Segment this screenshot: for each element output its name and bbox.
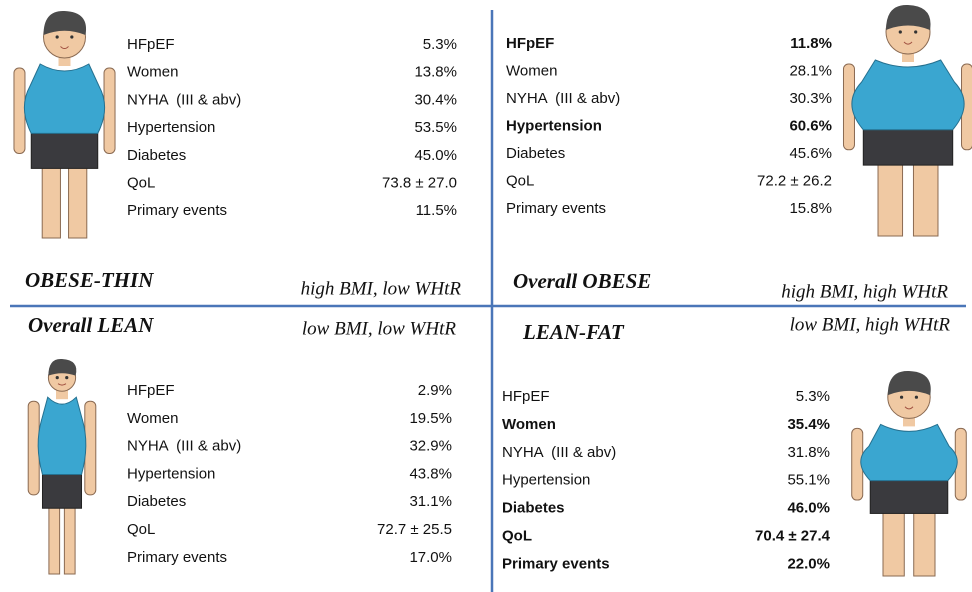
row-value: 73.8 ± 27.0 <box>382 174 457 191</box>
eye <box>55 35 59 39</box>
person-illustration <box>13 10 116 239</box>
quadrant-subtitle: low BMI, high WHtR <box>790 314 951 335</box>
row-value: 45.6% <box>789 145 832 162</box>
mouth <box>60 46 69 50</box>
row-label: Women <box>127 64 178 81</box>
row-label: Women <box>502 416 556 433</box>
row-value: 5.3% <box>423 36 457 53</box>
tank-top <box>23 63 106 134</box>
hair <box>887 370 931 396</box>
arm <box>27 400 40 496</box>
row-label: Women <box>506 62 557 79</box>
person-illustration <box>851 370 967 577</box>
row-value: 45.0% <box>414 147 457 164</box>
row-label: Hypertension <box>127 465 215 482</box>
row-label: QoL <box>127 521 155 538</box>
row-label: Diabetes <box>506 145 565 162</box>
row-label: Diabetes <box>127 147 186 164</box>
row-value: 31.8% <box>787 444 830 461</box>
row-value: 30.4% <box>414 91 457 108</box>
eye <box>70 35 74 39</box>
row-value: 60.6% <box>789 117 832 134</box>
row-label: Primary events <box>127 549 227 566</box>
shorts <box>41 471 83 509</box>
row-value: 28.1% <box>789 62 832 79</box>
row-value: 72.7 ± 25.5 <box>377 521 452 538</box>
row-value: 13.8% <box>414 64 457 81</box>
row-label: NYHA (III & abv) <box>127 91 241 108</box>
hair <box>886 4 931 30</box>
row-value: 22.0% <box>787 555 830 572</box>
row-label: NYHA (III & abv) <box>506 90 620 107</box>
row-value: 17.0% <box>409 549 452 566</box>
eye <box>899 395 904 399</box>
row-value: 11.5% <box>416 202 457 219</box>
row-value: 46.0% <box>787 500 830 517</box>
quadrant-subtitle: low BMI, low WHtR <box>302 318 456 339</box>
shorts <box>30 130 99 169</box>
eye <box>65 376 69 380</box>
row-label: QoL <box>506 172 534 189</box>
quadrant-title: Overall LEAN <box>28 313 154 337</box>
quadrant-title: LEAN-FAT <box>522 320 625 344</box>
row-value: 32.9% <box>409 438 452 455</box>
row-value: 31.1% <box>409 493 452 510</box>
shorts <box>862 127 954 166</box>
row-value: 5.3% <box>796 388 830 405</box>
row-label: Hypertension <box>127 119 215 136</box>
row-label: Diabetes <box>127 493 186 510</box>
row-label: NYHA (III & abv) <box>127 438 241 455</box>
row-value: 43.8% <box>409 465 452 482</box>
row-value: 11.8% <box>790 35 832 52</box>
quadrant-title: Overall OBESE <box>513 269 651 293</box>
row-label: QoL <box>127 174 155 191</box>
row-label: Diabetes <box>502 500 565 517</box>
mouth <box>57 383 67 386</box>
row-label: Hypertension <box>506 117 602 134</box>
row-label: HFpEF <box>127 36 175 53</box>
eye <box>898 30 902 34</box>
row-value: 70.4 ± 27.4 <box>755 527 831 544</box>
eye <box>914 395 919 399</box>
row-label: Primary events <box>502 555 610 572</box>
hair <box>43 10 87 35</box>
arm <box>13 67 26 154</box>
quadrant-subtitle: high BMI, high WHtR <box>781 281 948 302</box>
tank-top <box>860 423 958 482</box>
row-label: HFpEF <box>502 388 550 405</box>
quadrant-title: OBESE-THIN <box>25 268 154 292</box>
row-label: Women <box>127 410 178 427</box>
person-illustration <box>842 4 972 237</box>
eye <box>914 30 918 34</box>
row-label: Primary events <box>127 202 227 219</box>
row-label: NYHA (III & abv) <box>502 444 616 461</box>
row-value: 55.1% <box>787 472 830 489</box>
row-label: Primary events <box>506 200 606 217</box>
shorts <box>869 478 949 514</box>
row-value: 2.9% <box>418 382 452 399</box>
arm <box>103 67 116 154</box>
row-label: HFpEF <box>127 382 175 399</box>
row-value: 72.2 ± 26.2 <box>757 172 832 189</box>
mouth <box>904 406 914 410</box>
row-value: 30.3% <box>789 90 832 107</box>
tank-top <box>37 396 87 475</box>
row-value: 35.4% <box>787 416 830 433</box>
quadrant-subtitle: high BMI, low WHtR <box>301 278 462 299</box>
row-value: 53.5% <box>414 119 457 136</box>
mouth <box>903 41 913 45</box>
row-label: HFpEF <box>506 35 554 52</box>
tank-top <box>851 59 965 131</box>
row-value: 15.8% <box>789 200 832 217</box>
person-illustration <box>27 358 97 575</box>
hair <box>48 358 77 376</box>
row-value: 19.5% <box>409 410 452 427</box>
row-label: Hypertension <box>502 472 590 489</box>
arm <box>84 400 97 496</box>
eye <box>55 376 59 380</box>
row-label: QoL <box>502 527 532 544</box>
